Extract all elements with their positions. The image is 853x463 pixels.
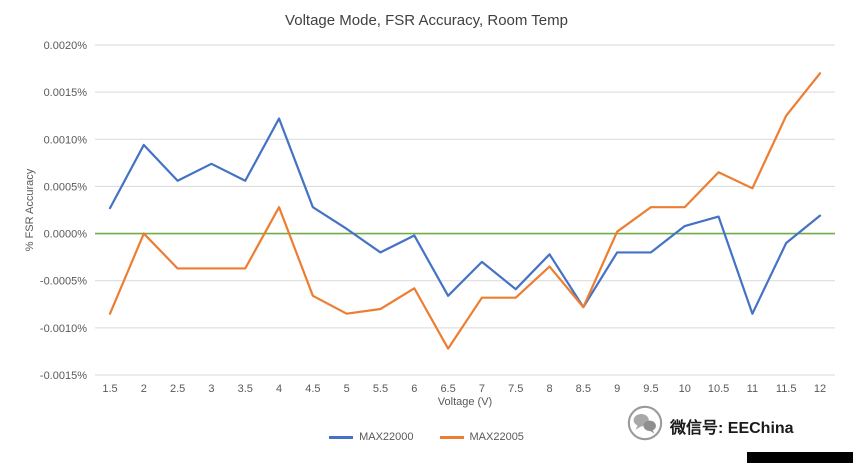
watermark-text: 微信号: EEChina — [670, 420, 794, 437]
svg-text:-0.0010%: -0.0010% — [40, 323, 87, 335]
svg-text:11: 11 — [747, 383, 758, 395]
x-axis-title: Voltage (V) — [437, 396, 493, 408]
svg-text:8: 8 — [546, 383, 552, 395]
svg-text:2: 2 — [141, 383, 147, 395]
legend-label-max22005: MAX22005 — [469, 431, 524, 443]
svg-text:-0.0015%: -0.0015% — [40, 370, 87, 382]
svg-text:8.5: 8.5 — [576, 383, 591, 395]
legend-item-max22005: MAX22005 — [439, 431, 524, 443]
svg-text:10: 10 — [679, 383, 691, 395]
svg-text:5.5: 5.5 — [373, 383, 388, 395]
svg-text:3: 3 — [208, 383, 214, 395]
svg-text:4: 4 — [276, 383, 282, 395]
svg-text:9: 9 — [614, 383, 620, 395]
svg-text:0.0010%: 0.0010% — [44, 134, 88, 146]
watermark-bar — [747, 452, 853, 463]
svg-text:0.0000%: 0.0000% — [44, 229, 88, 241]
svg-text:7.5: 7.5 — [508, 383, 523, 395]
svg-text:6.5: 6.5 — [440, 383, 455, 395]
svg-text:0.0015%: 0.0015% — [44, 87, 88, 99]
legend-marker-max22005 — [439, 435, 464, 439]
legend: MAX22000 MAX22005 — [0, 431, 853, 443]
chart-title: Voltage Mode, FSR Accuracy, Room Temp — [285, 12, 568, 29]
svg-text:0.0020%: 0.0020% — [44, 40, 88, 52]
svg-text:1.5: 1.5 — [102, 383, 117, 395]
plot-area: 0.0020% 0.0015% 0.0010% 0.0005% 0.0000% -0.00… — [40, 40, 835, 395]
legend-item-max22000: MAX22000 — [329, 431, 414, 443]
svg-text:6: 6 — [411, 383, 417, 395]
legend-label-max22000: MAX22000 — [359, 431, 414, 443]
svg-text:11.5: 11.5 — [776, 383, 797, 395]
svg-text:10.5: 10.5 — [708, 383, 729, 395]
svg-text:5: 5 — [344, 383, 350, 395]
svg-text:7: 7 — [479, 383, 485, 395]
svg-text:12: 12 — [814, 383, 826, 395]
svg-text:-0.0005%: -0.0005% — [40, 276, 87, 288]
wechat-logo-icon — [627, 405, 663, 441]
legend-marker-max22000 — [329, 435, 354, 439]
svg-text:2.5: 2.5 — [170, 383, 185, 395]
svg-text:9.5: 9.5 — [643, 383, 658, 395]
svg-text:4.5: 4.5 — [305, 383, 320, 395]
svg-text:3.5: 3.5 — [238, 383, 253, 395]
svg-text:0.0005%: 0.0005% — [44, 181, 88, 193]
